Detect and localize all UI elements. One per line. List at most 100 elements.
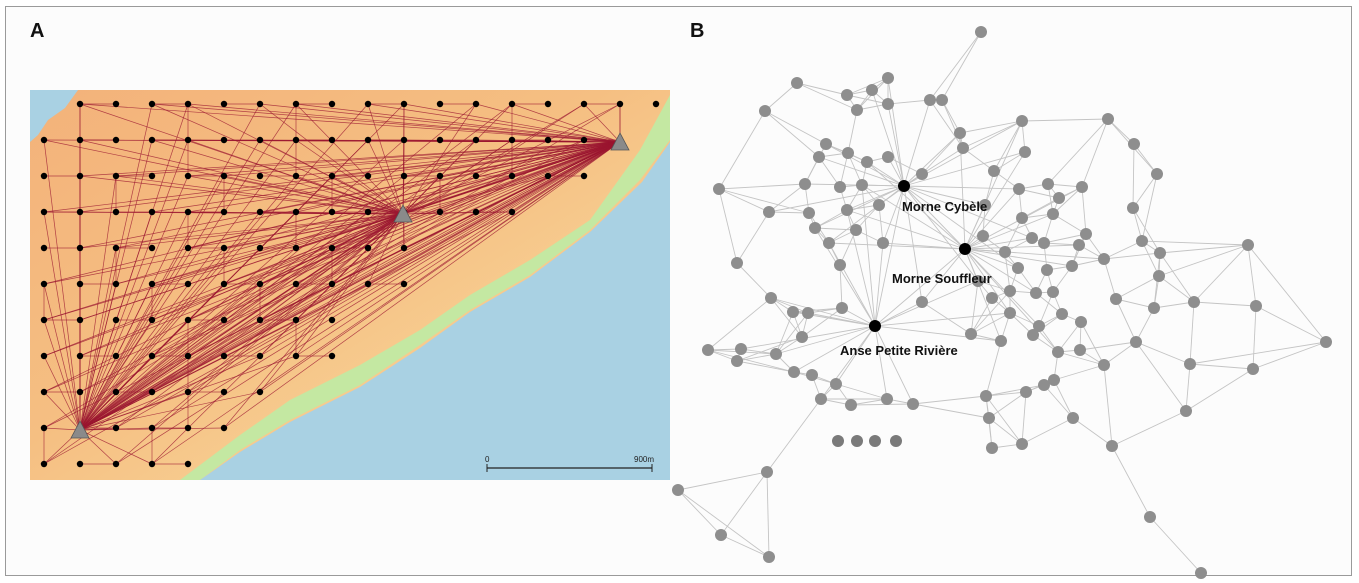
map-node (76, 244, 84, 252)
map-edge (151, 141, 621, 285)
map-node (616, 100, 624, 108)
network-node (1148, 302, 1160, 314)
network-edge (677, 489, 722, 536)
map-node (40, 460, 48, 468)
network-edge (1141, 240, 1249, 246)
map-node (400, 172, 408, 180)
isolated-node (851, 435, 863, 447)
map-edge (79, 283, 261, 431)
map-node (256, 100, 264, 108)
network-node (1048, 374, 1060, 386)
network-edge (882, 185, 905, 244)
map-edge (223, 141, 621, 177)
network-edges (677, 31, 1327, 574)
network-edge (985, 395, 1023, 445)
network-edge (1133, 143, 1158, 175)
map-node (580, 136, 588, 144)
network-edge (874, 312, 1011, 327)
network-edge (1189, 341, 1327, 365)
map-node (112, 460, 120, 468)
network-node (980, 390, 992, 402)
map-node (76, 388, 84, 396)
map-node (400, 136, 408, 144)
network-edge (770, 297, 809, 314)
label-morne-cybele: Morne Cybèle (902, 199, 987, 214)
map-node (148, 100, 156, 108)
map-node (184, 460, 192, 468)
network-node (1180, 405, 1192, 417)
network-edge (1021, 417, 1074, 445)
map-node (76, 100, 84, 108)
map-node (76, 280, 84, 288)
network-edge (718, 188, 810, 214)
map-edge (151, 213, 404, 465)
map-node (184, 280, 192, 288)
isolated-node (832, 435, 844, 447)
map-node (148, 388, 156, 396)
network-edge (740, 325, 876, 350)
network-edge (1004, 217, 1023, 253)
network-edge (874, 301, 923, 327)
map-node (220, 244, 228, 252)
map-node (256, 388, 264, 396)
map-edge (43, 213, 404, 321)
map-node (580, 172, 588, 180)
map-node (580, 100, 588, 108)
map-node (148, 244, 156, 252)
network-edge (707, 349, 795, 373)
network-node (715, 529, 727, 541)
map-node (436, 172, 444, 180)
network-node (882, 151, 894, 163)
network-node (851, 104, 863, 116)
map-node (508, 208, 516, 216)
network-node (761, 466, 773, 478)
network-edge (866, 161, 905, 187)
network-node (1098, 253, 1110, 265)
network-edge (1132, 173, 1158, 209)
map-edge (79, 141, 621, 431)
network-edge (835, 383, 888, 400)
map-edge (259, 141, 621, 357)
network-edge (1021, 197, 1060, 219)
network-node (1067, 412, 1079, 424)
map-node (472, 208, 480, 216)
panel-a-label: A (30, 20, 45, 42)
network-node (1073, 239, 1085, 251)
network-edge (903, 185, 966, 250)
map-node (220, 388, 228, 396)
map-edge (151, 213, 404, 321)
network-edge (1135, 341, 1191, 365)
map-node (220, 316, 228, 324)
network-edge (1189, 301, 1195, 365)
network-edge (1158, 275, 1195, 303)
network-edge (1141, 240, 1160, 277)
network-node (1136, 235, 1148, 247)
network-node (735, 343, 747, 355)
map-edge (79, 213, 404, 249)
network-edge (921, 147, 964, 175)
network-node (834, 181, 846, 193)
map-edge (79, 103, 621, 143)
map-edge (115, 175, 404, 215)
network-edge (718, 183, 806, 190)
network-edge (874, 325, 888, 400)
network-edge (964, 248, 1019, 269)
network-node (1127, 202, 1139, 214)
map-node (328, 172, 336, 180)
map-node (76, 316, 84, 324)
map-edge (79, 141, 621, 177)
map-node (256, 316, 264, 324)
network-node (1033, 320, 1045, 332)
network-edge (1111, 445, 1151, 518)
network-node (1012, 262, 1024, 274)
network-node (803, 207, 815, 219)
network-edge (677, 489, 770, 558)
network-edge (1132, 207, 1161, 254)
network-node (856, 179, 868, 191)
map-edge (475, 103, 621, 143)
map-edge (43, 213, 404, 393)
isolated-node (869, 435, 881, 447)
network-edge (775, 312, 809, 355)
network-node (988, 165, 1000, 177)
network-edge (1047, 118, 1109, 185)
